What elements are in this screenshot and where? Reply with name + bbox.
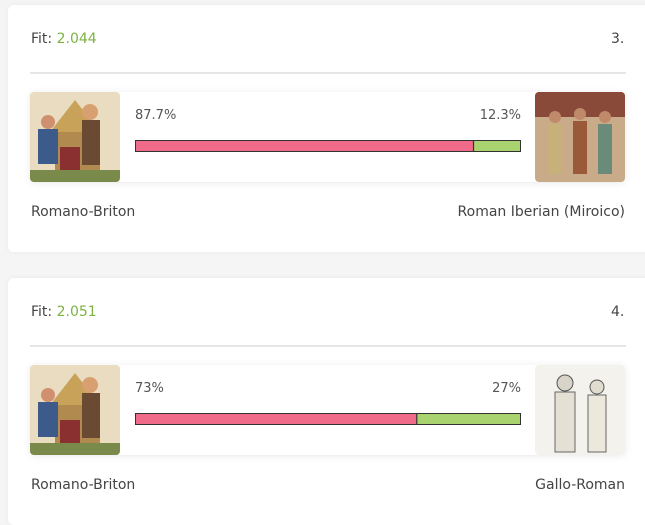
image-shape	[587, 394, 607, 453]
separator	[30, 345, 626, 347]
image-shape	[573, 121, 587, 174]
right-name: Gallo-Roman	[535, 477, 625, 493]
bar-border	[135, 413, 521, 425]
left-image	[30, 365, 120, 455]
left-percent: 87.7%	[135, 108, 177, 123]
image-shape	[82, 377, 98, 393]
image-shape	[30, 443, 120, 455]
image-shape	[574, 108, 586, 120]
fit-label: Fit:	[31, 31, 53, 47]
right-segment	[473, 140, 521, 152]
image-shape	[82, 393, 100, 438]
right-image	[535, 365, 625, 455]
proportion-bar	[135, 413, 521, 425]
image-shape	[41, 115, 55, 129]
left-name: Romano-Briton	[31, 204, 136, 220]
left-segment	[135, 413, 417, 425]
population-image	[30, 92, 120, 182]
right-image	[535, 92, 625, 182]
proportion-bar	[135, 140, 521, 152]
population-image	[535, 365, 625, 455]
rank: 3.	[611, 31, 625, 47]
left-segment	[135, 140, 474, 152]
image-shape	[548, 124, 562, 174]
fit-label: Fit:	[31, 304, 53, 320]
image-shape	[82, 120, 100, 165]
image-shape	[554, 391, 576, 453]
bar-border	[135, 140, 521, 152]
left-image	[30, 92, 120, 182]
image-shape	[38, 129, 58, 164]
fit-score: Fit: 2.044	[31, 31, 97, 47]
image-shape	[38, 402, 58, 437]
image-shape	[549, 111, 561, 123]
image-shape	[598, 124, 612, 174]
result-card: Fit: 2.044 3. 87.7% 12.3% Romano-Briton Roman…	[8, 5, 645, 252]
fit-value: 2.044	[56, 31, 97, 47]
rank: 4.	[611, 304, 625, 320]
image-shape	[556, 374, 574, 392]
fit-value: 2.051	[56, 304, 97, 320]
image-shape	[535, 365, 625, 455]
right-name: Roman Iberian (Miroico)	[457, 204, 625, 220]
fit-score: Fit: 2.051	[31, 304, 97, 320]
comparison-panel: 87.7% 12.3%	[30, 92, 625, 182]
image-shape	[60, 147, 80, 177]
comparison-panel: 73% 27%	[30, 365, 625, 455]
separator	[30, 72, 626, 74]
image-shape	[82, 104, 98, 120]
image-shape	[60, 420, 80, 450]
left-name: Romano-Briton	[31, 477, 136, 493]
image-shape	[30, 170, 120, 182]
image-shape	[589, 379, 605, 395]
image-shape	[599, 111, 611, 123]
population-image	[30, 365, 120, 455]
result-card: Fit: 2.051 4. 73% 27% Romano-Briton Gallo-Rom…	[8, 278, 645, 525]
right-segment	[416, 413, 521, 425]
right-percent: 27%	[492, 381, 521, 396]
left-percent: 73%	[135, 381, 164, 396]
right-percent: 12.3%	[479, 108, 521, 123]
population-image	[535, 92, 625, 182]
image-shape	[41, 388, 55, 402]
